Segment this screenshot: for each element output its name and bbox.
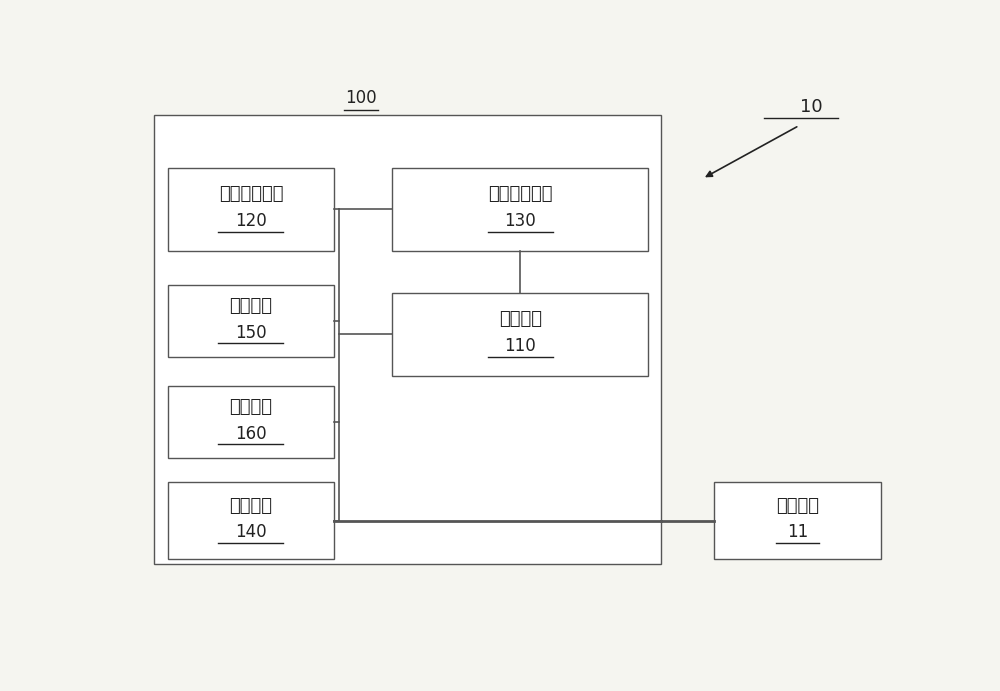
Bar — [168, 386, 334, 458]
Text: 防盗模块: 防盗模块 — [229, 297, 272, 315]
Bar — [168, 285, 334, 357]
Text: 120: 120 — [235, 212, 267, 230]
Text: 音频功放设备: 音频功放设备 — [219, 185, 283, 203]
Bar — [154, 115, 661, 565]
Text: 报警模块: 报警模块 — [229, 398, 272, 416]
Text: 监控终端: 监控终端 — [776, 497, 819, 515]
Bar — [168, 168, 334, 251]
Bar — [392, 293, 648, 376]
Text: 150: 150 — [235, 323, 267, 342]
Text: 11: 11 — [787, 523, 808, 541]
Text: 10: 10 — [800, 98, 822, 116]
Text: 140: 140 — [235, 523, 267, 541]
Text: 110: 110 — [504, 337, 536, 355]
Text: 160: 160 — [235, 425, 267, 443]
Text: 采样控制模块: 采样控制模块 — [488, 185, 552, 203]
Text: 130: 130 — [504, 212, 536, 230]
Bar — [168, 482, 334, 559]
Text: 电源模块: 电源模块 — [499, 310, 542, 328]
Bar — [392, 168, 648, 251]
Text: 100: 100 — [346, 89, 377, 107]
Bar — [714, 482, 881, 559]
Text: 通信模块: 通信模块 — [229, 497, 272, 515]
